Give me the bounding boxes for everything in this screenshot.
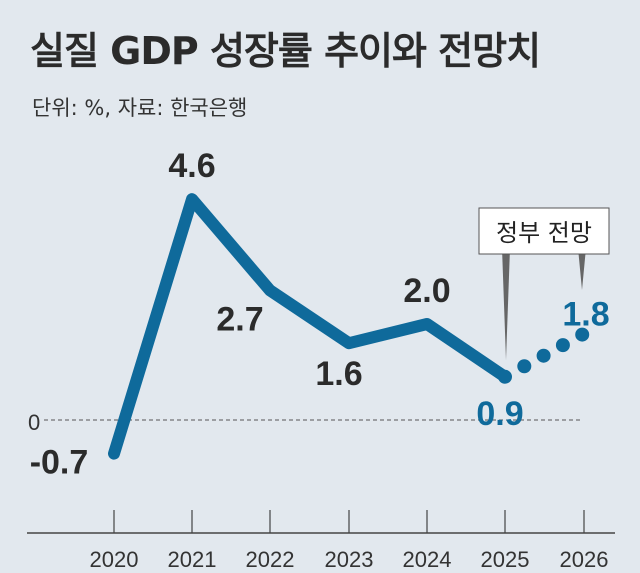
annotation-text: 정부 전망 <box>496 219 592 247</box>
annotation-box <box>478 207 610 255</box>
x-tick-label: 2025 <box>481 547 530 572</box>
zero-label: 0 <box>28 410 40 435</box>
chart-subtitle: 단위: %, 자료: 한국은행 <box>32 96 248 120</box>
data-label: 4.6 <box>168 147 215 185</box>
x-tick-label: 2022 <box>246 547 295 572</box>
x-tick-label: 2020 <box>90 547 139 572</box>
data-label: 1.8 <box>562 296 609 334</box>
x-tick-label: 2021 <box>168 547 217 572</box>
data-label: 2.7 <box>216 300 263 338</box>
x-tick-label: 2024 <box>403 547 452 572</box>
data-label: 2.0 <box>403 272 450 310</box>
chart-title: 실질 GDP 성장률 추이와 전망치 <box>30 29 541 73</box>
x-tick-label: 2026 <box>560 547 609 572</box>
x-tick-label: 2023 <box>325 547 374 572</box>
data-label: 1.6 <box>315 355 362 393</box>
data-label: 0.9 <box>476 395 523 433</box>
pointer-2026 <box>578 248 586 290</box>
data-label: -0.7 <box>30 444 89 482</box>
pointer-2025 <box>502 248 510 360</box>
actual-line <box>108 193 511 460</box>
forecast-line <box>498 326 591 384</box>
